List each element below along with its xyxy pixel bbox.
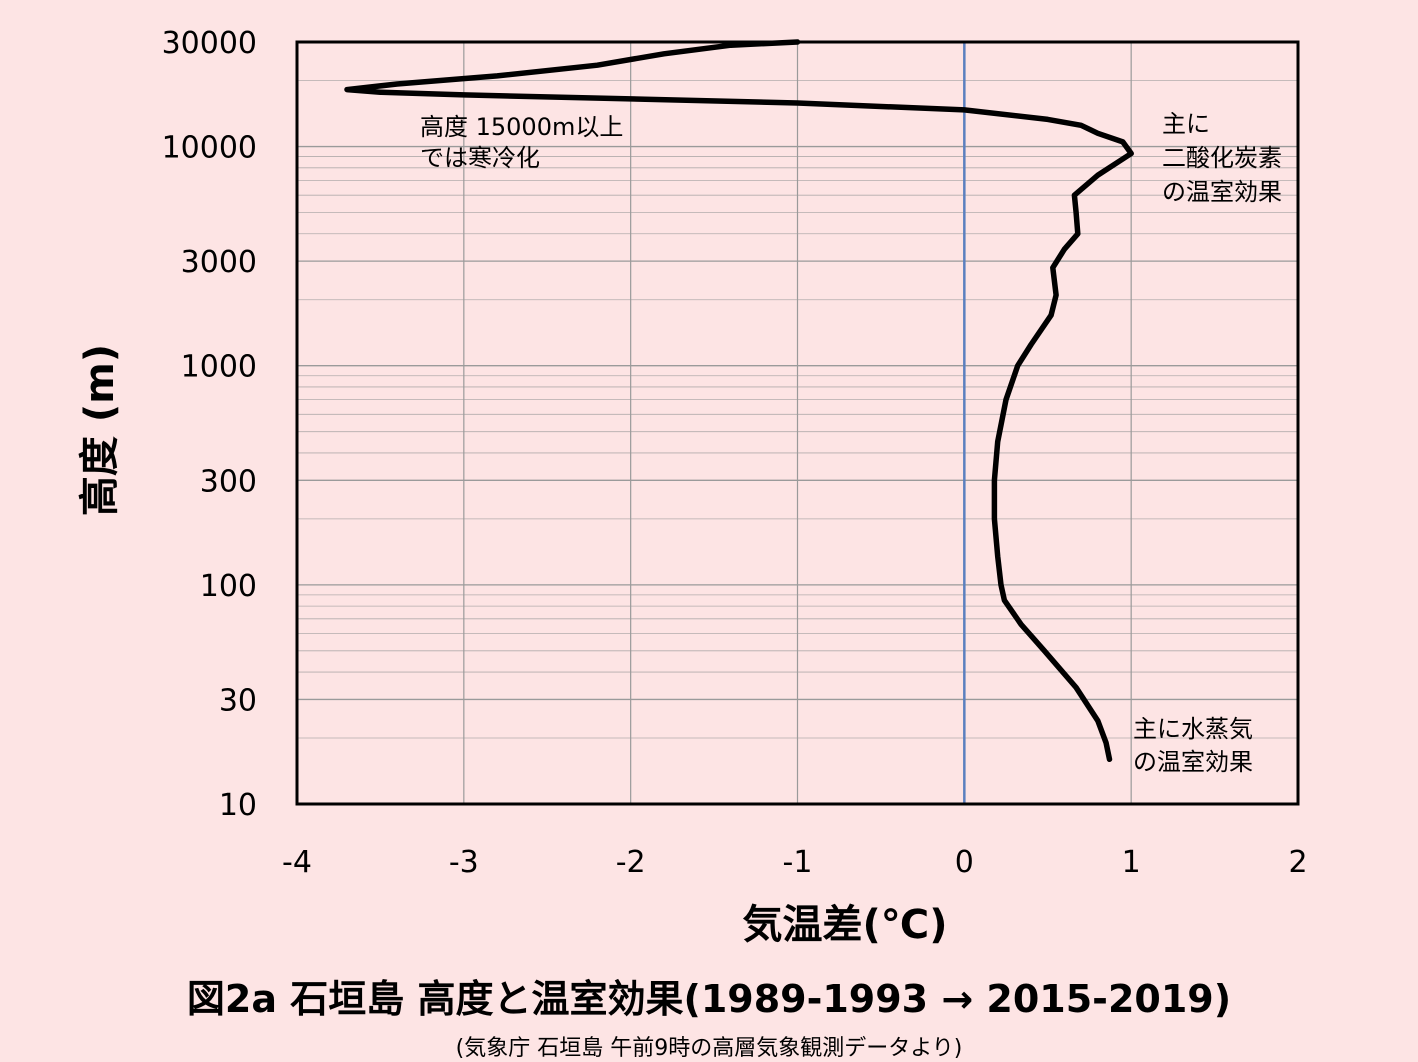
annotation-water-vapor-greenhouse: 主に水蒸気 の温室効果 (1133, 715, 1261, 776)
x-axis-title: 気温差(℃) (743, 902, 948, 948)
annotation-co2-greenhouse: 主に 二酸化炭素 の温室効果 (1162, 110, 1290, 206)
y-tick-label: 10000 (162, 131, 257, 166)
y-tick-label: 3000 (181, 245, 257, 280)
y-tick-label: 30 (219, 683, 257, 718)
x-tick-label: 0 (955, 845, 974, 880)
x-tick-label: 2 (1288, 845, 1307, 880)
grid-lines (297, 41, 1298, 804)
x-tick-label: -1 (783, 845, 813, 880)
y-axis-title: 高度 (m) (77, 344, 123, 516)
x-tick-labels: -4 -3 -2 -1 0 1 2 (282, 845, 1308, 880)
x-tick-label: -2 (616, 845, 646, 880)
y-tick-labels: 10 30 100 300 1000 3000 10000 30000 (162, 26, 257, 823)
y-tick-label: 1000 (181, 350, 257, 385)
temperature-difference-curve (344, 39, 1134, 763)
plot-frame (295, 40, 1300, 806)
y-tick-label: 300 (200, 464, 257, 499)
figure-title: 図2a 石垣島 高度と温室効果(1989-1993 → 2015-2019) (186, 977, 1232, 1021)
y-tick-label: 30000 (162, 26, 257, 61)
y-tick-label: 100 (200, 569, 257, 604)
annotation-stratosphere-cooling: 高度 15000m以上 では寒冷化 (420, 113, 631, 172)
x-tick-label: -3 (449, 845, 479, 880)
data-source-note: (気象庁 石垣島 午前9時の高層気象観測データより) (455, 1036, 963, 1061)
x-tick-label: -4 (282, 845, 312, 880)
x-tick-label: 1 (1122, 845, 1141, 880)
y-tick-label: 10 (219, 788, 257, 823)
